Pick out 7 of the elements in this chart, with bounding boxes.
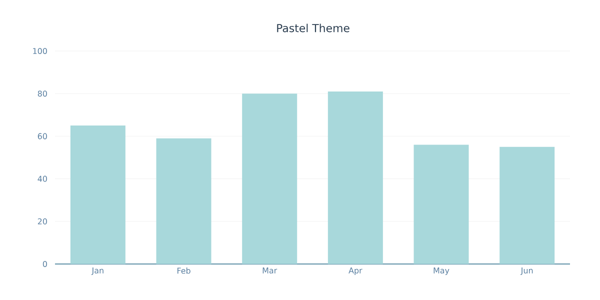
chart-title: Pastel Theme	[277, 24, 350, 32]
bar	[242, 94, 298, 264]
bar	[328, 91, 383, 264]
bar	[156, 138, 212, 264]
bar	[414, 144, 469, 264]
bar	[70, 126, 126, 264]
bar	[500, 146, 555, 264]
